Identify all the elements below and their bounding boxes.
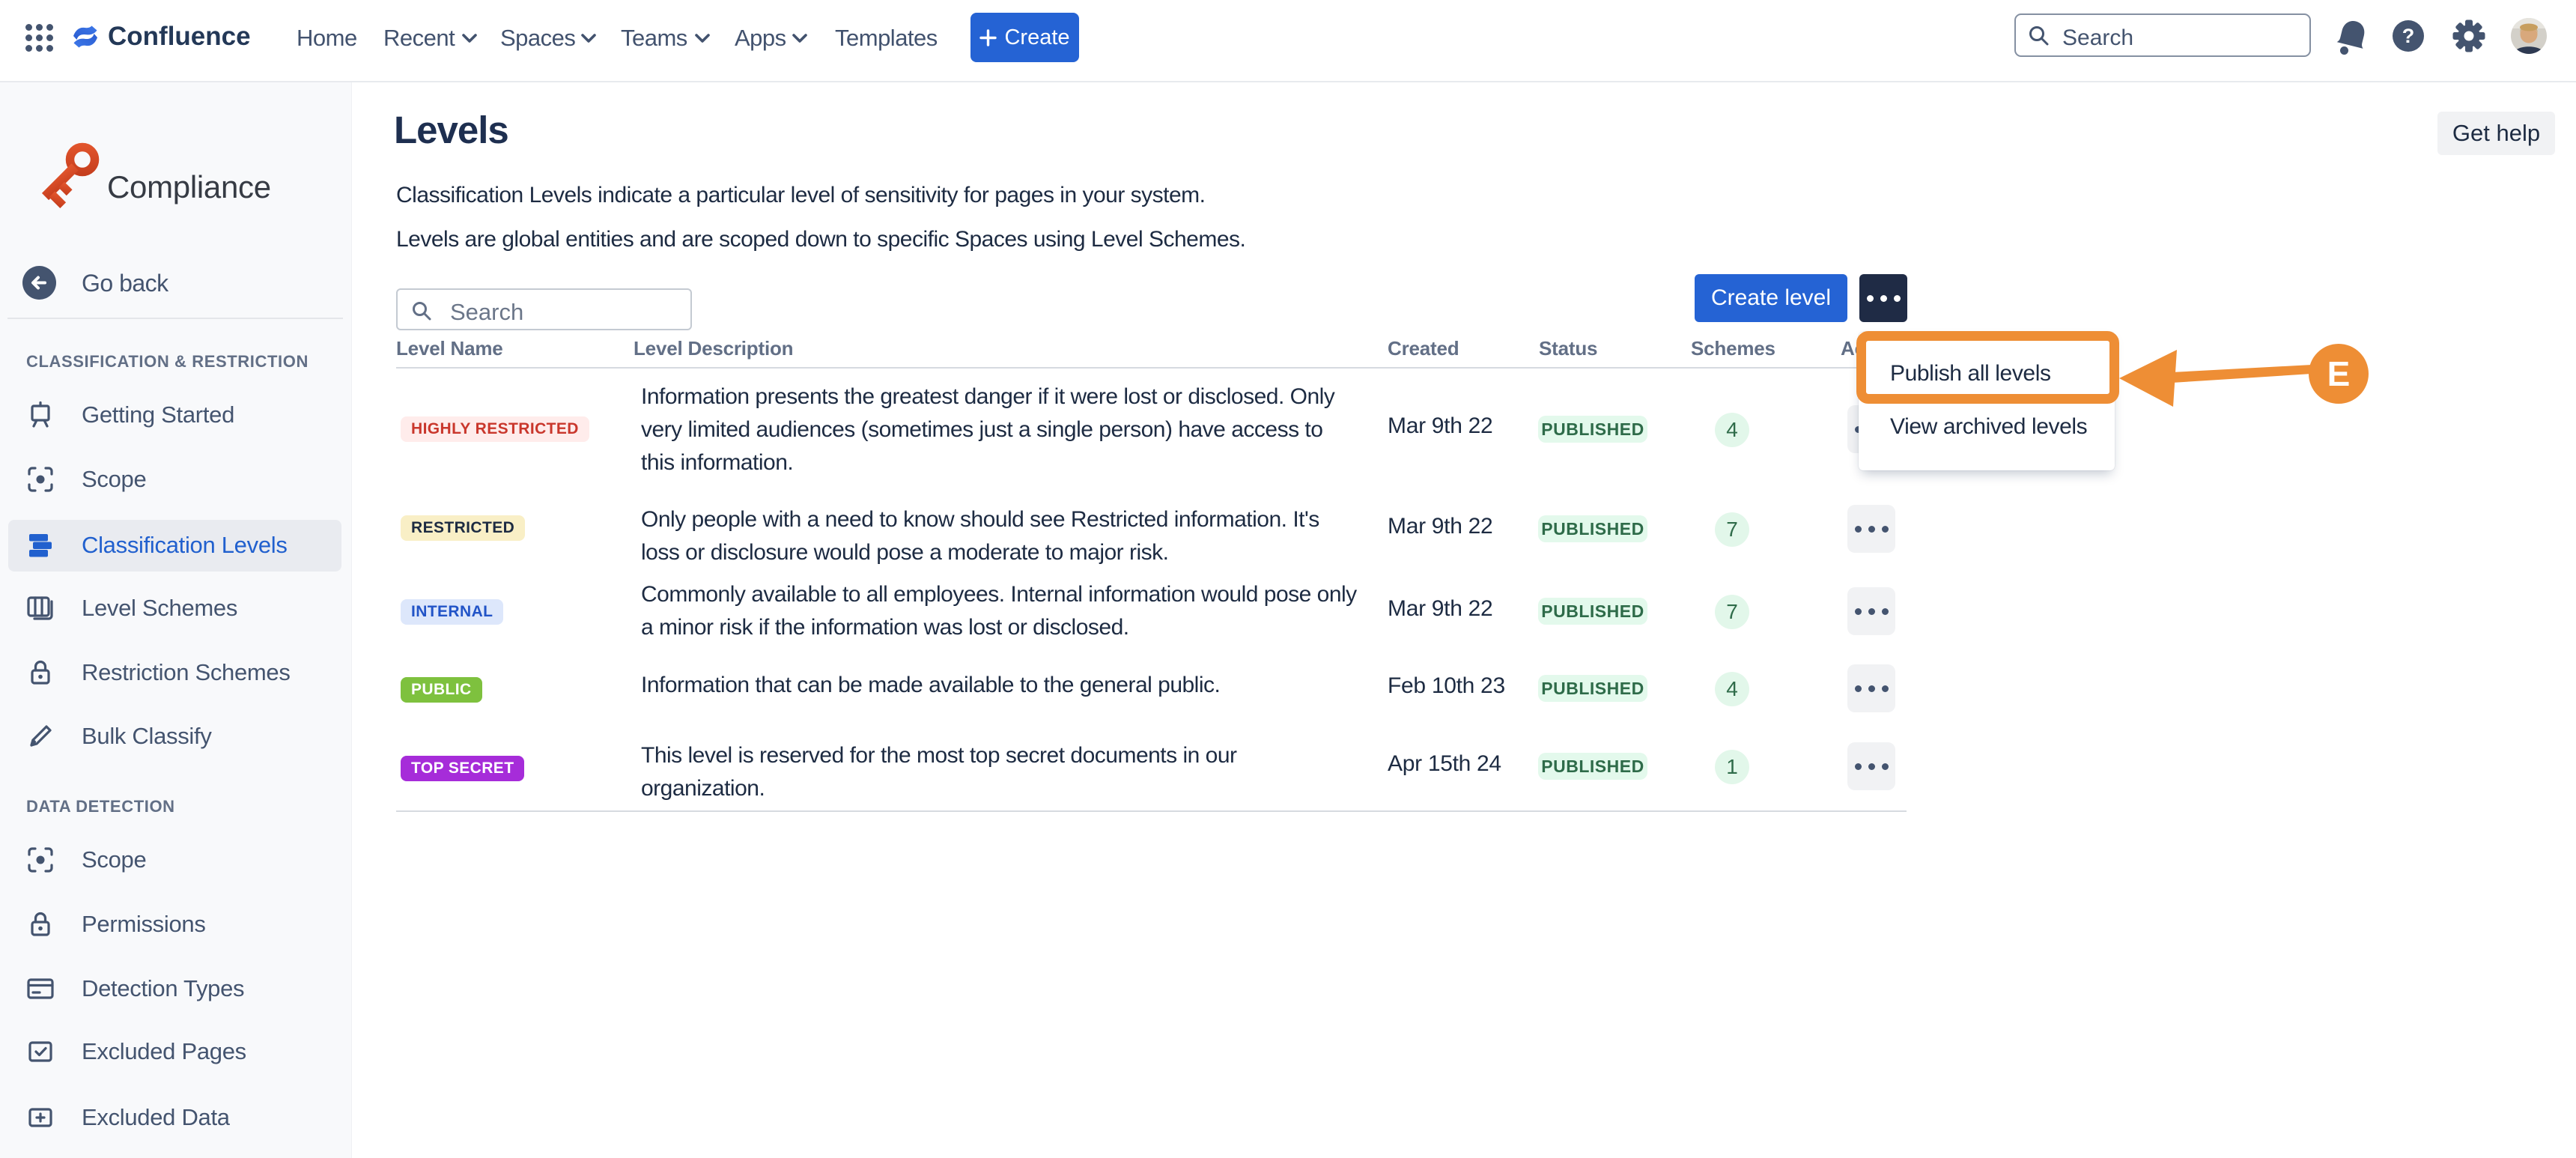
svg-text:E: E xyxy=(2327,354,2351,393)
svg-text:?: ? xyxy=(2402,25,2415,47)
